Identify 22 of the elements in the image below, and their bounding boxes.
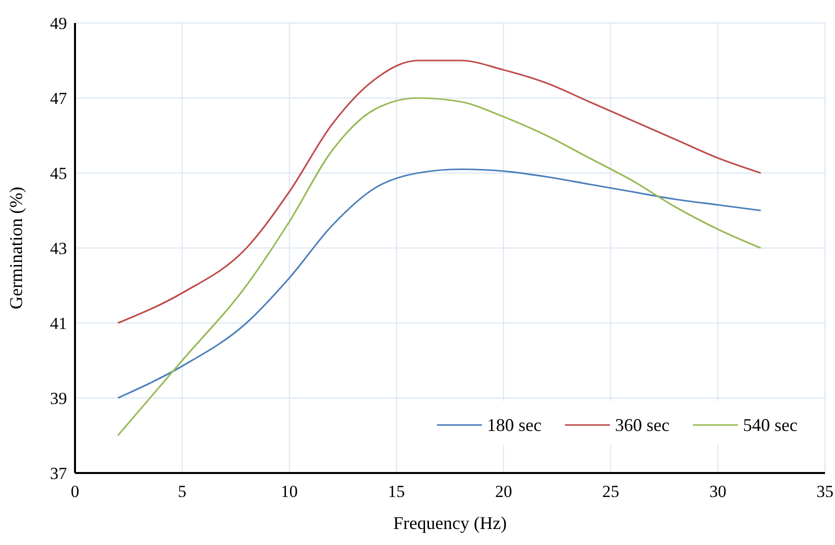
- x-tick-label: 10: [280, 482, 298, 501]
- x-tick-label: 0: [70, 482, 80, 501]
- legend-label: 360 sec: [615, 415, 670, 435]
- x-tick-label: 20: [495, 482, 512, 501]
- y-tick-label: 39: [50, 389, 67, 408]
- line-series: [117, 60, 762, 324]
- legend-label: 180 sec: [487, 415, 542, 435]
- y-tick-label: 43: [50, 239, 67, 258]
- y-tick-label: 49: [50, 14, 67, 33]
- x-tick-label: 5: [178, 482, 186, 501]
- x-axis-title: Frequency (Hz): [393, 513, 507, 533]
- y-tick-label: 47: [50, 89, 68, 108]
- x-tick-label: 30: [709, 482, 726, 501]
- x-tick-label: 35: [816, 482, 834, 501]
- y-tick-label: 37: [50, 464, 68, 483]
- line-series: [117, 168, 762, 399]
- x-tick-label: 25: [602, 482, 620, 501]
- y-tick-label: 45: [50, 164, 67, 183]
- x-tick-label: 15: [388, 482, 405, 501]
- y-tick-label: 41: [50, 314, 67, 333]
- legend-label: 540 sec: [743, 415, 798, 435]
- y-axis-title: Germination (%): [6, 186, 26, 310]
